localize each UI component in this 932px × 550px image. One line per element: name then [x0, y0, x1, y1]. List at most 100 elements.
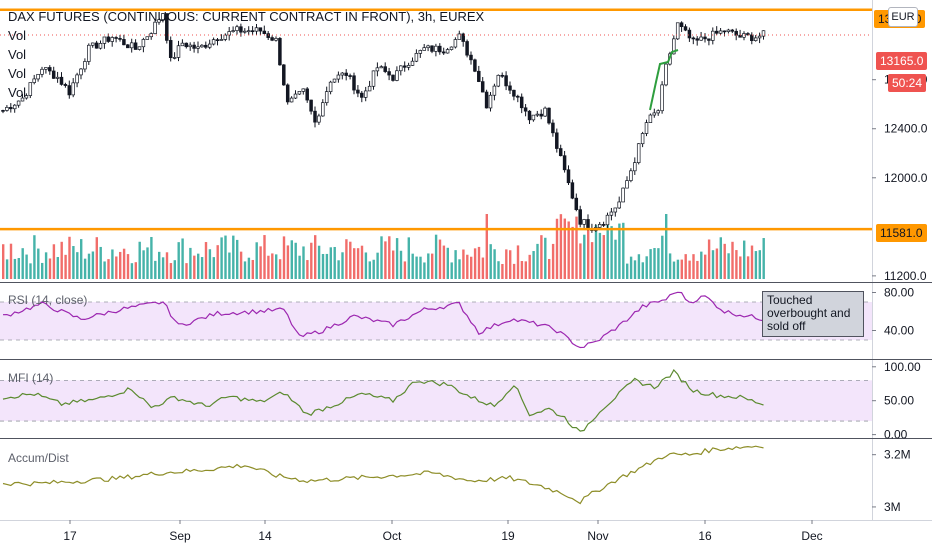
candle-body [262, 30, 267, 34]
candle-body [211, 39, 216, 45]
volume-bar [41, 262, 44, 279]
candle-body [640, 133, 645, 145]
volume-bar [411, 253, 414, 279]
volume-bar [754, 251, 758, 279]
candle-body [457, 33, 462, 40]
candle-body [360, 92, 364, 98]
candle-body [176, 45, 181, 58]
time-tick-label: 14 [258, 529, 272, 543]
volume-bar [462, 249, 465, 279]
volume-bar [337, 260, 340, 279]
candle-body [184, 42, 189, 48]
volume-bar [76, 252, 79, 279]
candle-body [352, 75, 356, 91]
volume-bar [501, 263, 504, 279]
volume-bar [649, 249, 652, 279]
candle-body [722, 30, 727, 33]
mfi-tick-label: 100.00 [884, 360, 921, 374]
volume-bar [103, 261, 106, 279]
candle-body [305, 88, 309, 101]
volume-bar [388, 236, 391, 279]
candle-body [293, 93, 298, 99]
candle-body [274, 38, 278, 41]
candle-body [699, 36, 703, 41]
candle-body [414, 53, 419, 62]
candle-body [67, 85, 72, 96]
vol-label-2: Vol [8, 47, 27, 62]
volume-bar [473, 248, 477, 279]
currency-button[interactable]: EUR [888, 7, 918, 27]
volume-bar [372, 259, 375, 279]
volume-bar [44, 252, 48, 279]
ad-tick-label: 3.2M [884, 448, 911, 462]
volume-bar [707, 239, 711, 279]
candle-body [679, 22, 684, 28]
candle-body [106, 36, 111, 42]
candle-body [87, 44, 91, 62]
candle-body [165, 13, 169, 41]
volume-bar [548, 258, 551, 279]
volume-bar [637, 254, 641, 279]
candle-body [348, 75, 352, 77]
volume-bar [520, 261, 524, 279]
volume-bar [111, 249, 114, 279]
candle-body [161, 13, 165, 21]
volume-bar [380, 236, 383, 279]
volume-bar [555, 218, 559, 279]
price-tick-label: 12000.0 [884, 171, 928, 185]
volume-bar [302, 246, 305, 279]
volume-bar [232, 235, 235, 279]
volume-bar [13, 258, 17, 279]
candle-body [539, 113, 543, 117]
volume-bar [177, 242, 180, 279]
candle-body [207, 43, 212, 48]
volume-bar [590, 242, 594, 279]
volume-bar [477, 246, 481, 279]
candle-body [601, 224, 606, 226]
volume-bar [466, 254, 469, 279]
candle-body [664, 63, 668, 86]
volume-bar [142, 250, 145, 279]
volume-bar [481, 257, 485, 279]
volume-bar [384, 241, 387, 279]
candle-body [71, 82, 75, 96]
candle-body [32, 78, 36, 83]
candle-body [36, 73, 40, 80]
candle-body [83, 61, 87, 70]
volume-bar [403, 261, 407, 279]
volume-bar [657, 248, 660, 279]
candle-body [391, 74, 395, 81]
volume-bar [333, 246, 336, 279]
volume-bar [399, 250, 403, 279]
volume-bar [567, 221, 570, 279]
candle-body [691, 37, 696, 40]
volume-bar [33, 235, 36, 279]
volume-bar [259, 246, 262, 279]
candle-body [110, 37, 114, 42]
volume-bar [626, 263, 629, 279]
candle-body [126, 44, 130, 49]
candle-body [98, 43, 103, 49]
volume-bar [629, 256, 633, 279]
volume-bar [594, 225, 598, 279]
candle-body [558, 148, 563, 157]
candle-body [714, 30, 719, 34]
candle-body [512, 89, 516, 97]
annotation-note: Touched overbought and sold off [762, 291, 864, 337]
volume-bar [645, 256, 648, 279]
volume-bar [450, 262, 453, 279]
volume-bar [275, 254, 278, 279]
candle-body [44, 67, 48, 70]
volume-bar [434, 234, 438, 279]
candle-body [504, 75, 508, 87]
volume-bar [723, 243, 726, 279]
candle-body [625, 180, 629, 189]
candle-body [453, 39, 458, 48]
candle-body [28, 82, 33, 96]
volume-bar [341, 252, 344, 279]
volume-bar [161, 257, 165, 279]
candle-body [336, 74, 341, 80]
candle-body [344, 72, 348, 76]
volume-bar [317, 245, 321, 279]
candle-body [761, 30, 766, 37]
